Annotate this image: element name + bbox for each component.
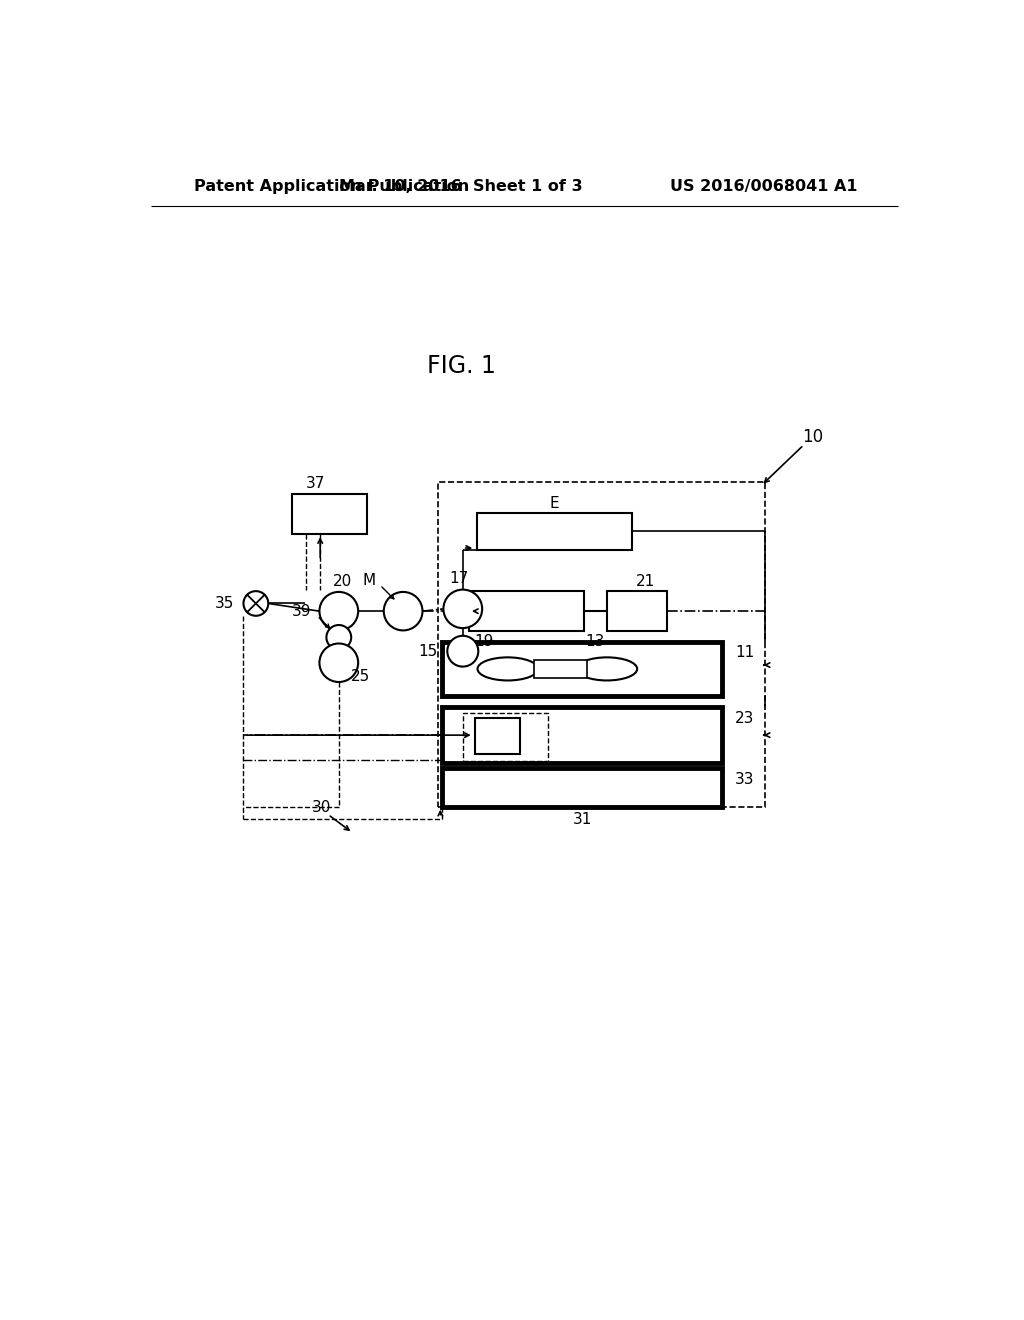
- Bar: [463, 713, 548, 760]
- Text: Patent Application Publication: Patent Application Publication: [194, 180, 469, 194]
- Text: 19: 19: [475, 635, 495, 649]
- Bar: [469, 591, 584, 631]
- Text: 33: 33: [735, 771, 755, 787]
- Bar: [292, 494, 367, 535]
- Ellipse shape: [577, 657, 637, 681]
- Circle shape: [319, 591, 358, 631]
- Text: 15: 15: [419, 644, 438, 659]
- Bar: [442, 708, 722, 763]
- Bar: [607, 591, 668, 631]
- Text: US 2016/0068041 A1: US 2016/0068041 A1: [670, 180, 857, 194]
- Ellipse shape: [477, 657, 538, 681]
- Text: Mar. 10, 2016  Sheet 1 of 3: Mar. 10, 2016 Sheet 1 of 3: [339, 180, 583, 194]
- Text: 25: 25: [351, 669, 371, 684]
- Bar: [442, 642, 722, 696]
- Circle shape: [447, 636, 478, 667]
- Text: 13: 13: [586, 635, 604, 649]
- Text: 11: 11: [735, 645, 754, 660]
- Text: 23: 23: [735, 710, 755, 726]
- Text: FIG. 1: FIG. 1: [427, 354, 496, 379]
- Bar: [535, 660, 587, 678]
- Bar: [438, 482, 765, 807]
- Circle shape: [443, 590, 482, 628]
- Circle shape: [244, 591, 268, 615]
- Circle shape: [384, 591, 423, 631]
- Text: 30: 30: [312, 800, 332, 814]
- Text: 21: 21: [636, 574, 655, 590]
- Bar: [477, 512, 632, 549]
- Text: 35: 35: [215, 595, 234, 611]
- Bar: [475, 718, 520, 754]
- Circle shape: [327, 626, 351, 649]
- Text: M: M: [362, 573, 375, 587]
- Text: 39: 39: [292, 603, 311, 619]
- Text: 10: 10: [803, 428, 823, 446]
- Text: E: E: [550, 496, 559, 511]
- Text: 20: 20: [333, 574, 352, 589]
- Circle shape: [319, 644, 358, 682]
- Bar: [442, 768, 722, 807]
- Text: 37: 37: [306, 475, 326, 491]
- Text: 17: 17: [450, 572, 469, 586]
- Text: 31: 31: [572, 812, 592, 826]
